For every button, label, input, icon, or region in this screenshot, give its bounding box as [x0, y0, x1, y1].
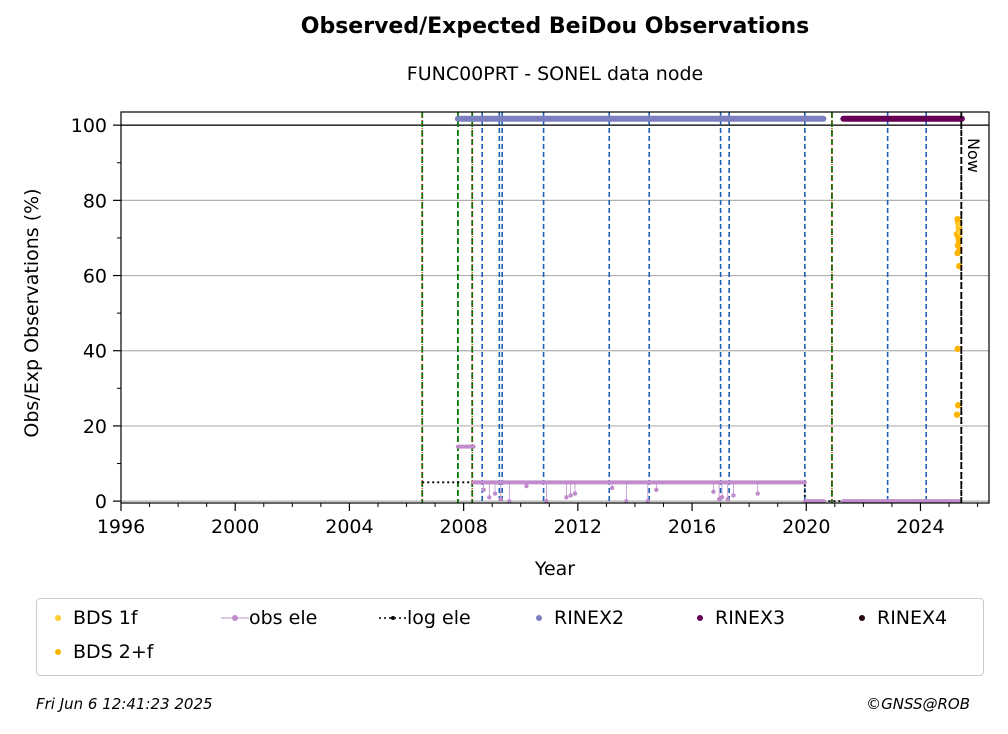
obs-ele-point — [507, 498, 512, 504]
bds2f-point — [954, 402, 962, 409]
obs-ele-point — [487, 495, 492, 500]
obs-ele-point — [624, 498, 629, 504]
rinex2-marker-icon — [536, 615, 542, 621]
obs-ele-point — [719, 495, 725, 500]
x-axis-label: Year — [534, 558, 575, 580]
legend-label: BDS 1f — [73, 607, 138, 629]
obs-ele-point — [524, 483, 529, 489]
x-tick-label: 2024 — [896, 516, 944, 538]
legend-obs-ele: obs ele — [221, 607, 317, 629]
tick-marks: 1996 2000 2004 2008 2012 2016 2020 2024 0 20 40 60 8… — [71, 115, 979, 538]
rinex4-marker-icon — [859, 615, 865, 621]
x-tick-label: 1996 — [97, 516, 145, 538]
axes — [120, 111, 990, 504]
credit: ©GNSS@ROB — [866, 695, 970, 713]
bds1f-point — [955, 221, 962, 228]
y-axis-label: Obs/Exp Observations (%) — [21, 188, 43, 437]
log-ele-marker-icon — [379, 616, 407, 620]
timestamp: Fri Jun 6 12:41:23 2025 — [36, 695, 213, 713]
legend-label: RINEX2 — [554, 607, 625, 629]
bds2f-point — [954, 249, 961, 257]
legend: BDS 1f obs ele log ele RINEX2 RINEX3 RIN… — [36, 598, 984, 676]
obs-ele-point — [755, 491, 760, 496]
legend-bds2f: BDS 2+f — [51, 641, 153, 663]
plot-svg: 1996 2000 2004 2008 2012 2016 2020 2024 0 20 40 60 8… — [21, 111, 990, 580]
bds1f-marker-icon — [55, 615, 61, 621]
bds2f-marker-icon — [55, 649, 61, 655]
obs-ele-point — [654, 487, 659, 493]
y-tick-label: 0 — [95, 491, 107, 513]
bds2f-point — [953, 411, 961, 418]
legend-rinex2: RINEX2 — [532, 607, 624, 629]
obs-ele-point — [564, 495, 569, 500]
x-tick-label: 2008 — [439, 516, 487, 538]
x-tick-label: 2000 — [211, 516, 259, 538]
plot-frame — [120, 111, 990, 504]
obs-ele-point — [544, 498, 549, 504]
obs-ele-point — [731, 493, 736, 498]
log-ele-line — [422, 125, 963, 503]
y-tick-label: 20 — [83, 416, 107, 438]
y-tick-label: 100 — [71, 115, 107, 137]
y-tick-label: 60 — [83, 266, 107, 288]
event-lines — [421, 112, 927, 503]
now-label: Now — [964, 138, 983, 173]
x-tick-label: 2020 — [782, 516, 830, 538]
legend-label: log ele — [407, 607, 471, 629]
obs-ele-point — [568, 493, 573, 498]
legend-label: RINEX4 — [877, 607, 948, 629]
bds2f-point — [954, 345, 961, 353]
chart-title: Observed/Expected BeiDou Observations — [300, 14, 810, 39]
y-tick-label: 40 — [83, 341, 107, 363]
legend-bds1f: BDS 1f — [51, 607, 138, 629]
rinex3-marker-icon — [697, 615, 703, 621]
x-tick-label: 2016 — [668, 516, 716, 538]
y-tick-label: 80 — [83, 190, 107, 212]
legend-label: obs ele — [249, 607, 318, 629]
legend-rinex4: RINEX4 — [855, 607, 947, 629]
data-series — [422, 112, 965, 504]
legend-label: BDS 2+f — [73, 641, 154, 663]
obs-ele-point — [725, 497, 730, 502]
x-tick-label: 2012 — [554, 516, 602, 538]
legend-label: RINEX3 — [715, 607, 786, 629]
legend-rinex3: RINEX3 — [693, 607, 785, 629]
obs-ele-point — [711, 489, 716, 494]
obs-ele-marker-icon — [221, 615, 249, 621]
obs-ele-point — [492, 491, 498, 496]
obs-ele-point — [498, 497, 503, 502]
grid-lines — [121, 124, 989, 502]
obs-ele-point — [609, 485, 615, 491]
legend-log-ele: log ele — [379, 607, 471, 629]
chart-subtitle: FUNC00PRT - SONEL data node — [406, 63, 704, 85]
x-tick-label: 2004 — [325, 516, 373, 538]
obs-ele-point — [572, 491, 578, 496]
obs-ele-point — [481, 487, 486, 493]
obs-ele-point — [645, 498, 650, 504]
